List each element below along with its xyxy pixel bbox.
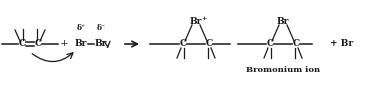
Text: C: C	[266, 40, 273, 48]
Text: + Br: + Br	[330, 40, 353, 48]
Text: δ⁺: δ⁺	[77, 24, 85, 32]
Text: Br: Br	[190, 18, 202, 26]
Text: Bromonium ion: Bromonium ion	[246, 66, 320, 74]
Text: δ⁻: δ⁻	[96, 24, 105, 32]
Text: Br: Br	[75, 40, 87, 48]
Text: C: C	[34, 40, 42, 48]
Text: Br: Br	[277, 18, 289, 26]
Text: C: C	[180, 40, 187, 48]
Text: C: C	[19, 40, 26, 48]
Text: C: C	[292, 40, 300, 48]
Text: C: C	[205, 40, 212, 48]
Text: +: +	[59, 40, 68, 48]
Text: Br: Br	[95, 40, 107, 48]
Text: +: +	[201, 15, 207, 21]
